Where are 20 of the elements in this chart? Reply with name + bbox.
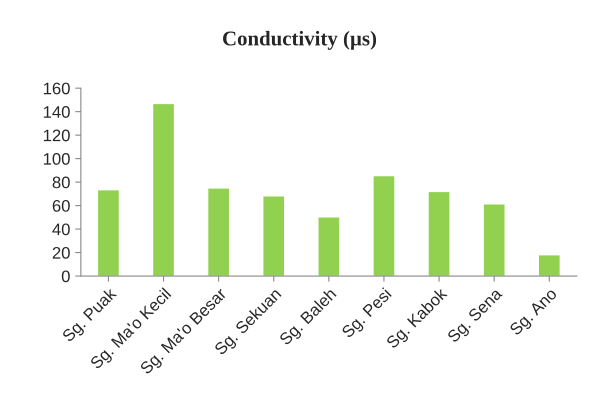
bar bbox=[206, 187, 230, 276]
bar bbox=[317, 216, 341, 276]
y-tick-label: 80 bbox=[52, 176, 70, 188]
chart-title: Conductivity (µs) bbox=[223, 30, 376, 50]
x-tick-label: Sg. Ano bbox=[508, 287, 560, 338]
y-tick-label: 60 bbox=[52, 200, 70, 212]
bar bbox=[482, 203, 506, 276]
y-tick-label: 140 bbox=[44, 106, 70, 118]
bar bbox=[372, 174, 396, 276]
y-tick-label: 160 bbox=[44, 82, 70, 94]
y-tick-label: 120 bbox=[44, 130, 70, 142]
bar bbox=[152, 102, 176, 276]
y-tick-label: 0 bbox=[62, 270, 70, 282]
bar bbox=[427, 190, 451, 276]
y-tick-label: 40 bbox=[52, 223, 70, 236]
bar bbox=[262, 195, 286, 276]
y-tick-label: 20 bbox=[52, 246, 70, 259]
y-tick-label: 100 bbox=[44, 153, 70, 165]
bar bbox=[538, 254, 561, 276]
bar bbox=[96, 188, 120, 276]
